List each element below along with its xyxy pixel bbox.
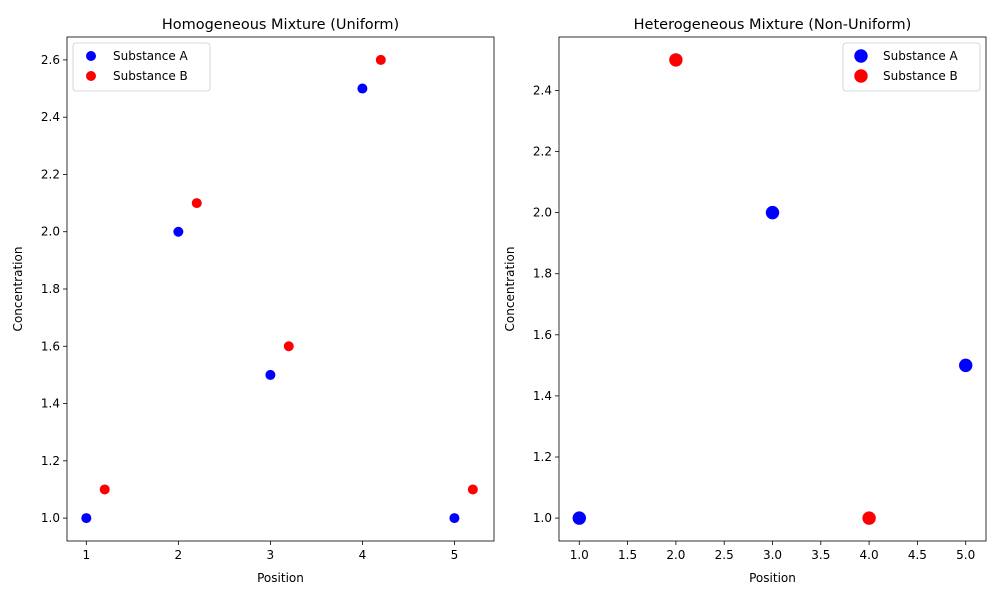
x-tick-label: 1 [83, 548, 91, 562]
legend-marker [854, 49, 868, 63]
x-tick-label: 3 [267, 548, 275, 562]
y-tick-label: 1.2 [533, 450, 552, 464]
y-tick-label: 2.0 [41, 225, 60, 239]
plot-area-frame [558, 36, 987, 542]
x-axis-label: Position [257, 571, 304, 585]
y-tick-label: 2.4 [41, 110, 60, 124]
x-tick-label: 1.0 [570, 548, 589, 562]
data-point-substance-b [862, 511, 876, 525]
x-tick-label: 4 [359, 548, 367, 562]
x-tick-label: 4.0 [860, 548, 879, 562]
y-axis-label: Concentration [503, 247, 517, 332]
plot-area-frame [66, 36, 495, 542]
x-tick-label: 5 [451, 548, 459, 562]
data-point-substance-b [191, 198, 202, 209]
x-tick-label: 3.5 [811, 548, 830, 562]
data-point-substance-a [572, 511, 586, 525]
legend-marker [854, 69, 868, 83]
y-tick-label: 2.2 [533, 145, 552, 159]
y-tick-label: 1.6 [533, 328, 552, 342]
y-tick-label: 1.0 [533, 511, 552, 525]
legend-label: Substance B [113, 69, 188, 83]
data-point-substance-b [467, 484, 478, 495]
y-tick-label: 2.0 [533, 206, 552, 220]
y-tick-label: 1.0 [41, 511, 60, 525]
y-tick-label: 1.4 [533, 389, 552, 403]
y-tick-label: 1.8 [41, 282, 60, 296]
x-tick-label: 5.0 [956, 548, 975, 562]
data-point-substance-b [283, 341, 294, 352]
legend-label: Substance B [883, 69, 958, 83]
y-tick-label: 2.6 [41, 53, 60, 67]
y-tick-label: 1.8 [533, 267, 552, 281]
data-point-substance-b [669, 53, 683, 67]
data-point-substance-a [265, 369, 276, 380]
x-tick-label: 2.5 [715, 548, 734, 562]
legend-marker [86, 71, 96, 81]
chart-title: Homogeneous Mixture (Uniform) [162, 17, 399, 33]
y-tick-label: 2.4 [533, 83, 552, 97]
data-point-substance-b [375, 54, 386, 65]
chart-title: Heterogeneous Mixture (Non-Uniform) [634, 17, 912, 33]
legend-box [72, 42, 211, 92]
y-tick-label: 1.2 [41, 454, 60, 468]
x-tick-label: 4.5 [908, 548, 927, 562]
data-point-substance-a [959, 358, 973, 373]
y-tick-label: 2.2 [41, 167, 60, 181]
data-point-substance-a [357, 83, 368, 94]
data-point-substance-a [449, 513, 460, 524]
x-axis-label: Position [749, 571, 796, 585]
legend-label: Substance A [883, 49, 959, 63]
x-tick-label: 2.0 [666, 548, 685, 562]
legend-box [842, 42, 981, 92]
data-point-substance-a [81, 513, 92, 524]
y-tick-label: 1.6 [41, 339, 60, 353]
legend-marker [86, 51, 96, 61]
y-tick-label: 1.4 [41, 397, 60, 411]
data-point-substance-a [173, 226, 184, 237]
y-axis-label: Concentration [11, 247, 25, 332]
chart-panel-2: Heterogeneous Mixture (Non-Uniform) 1.0 1.… [503, 17, 987, 585]
data-point-substance-a [765, 205, 780, 220]
x-tick-label: 3.0 [763, 548, 782, 562]
legend: Substance A Substance B [842, 42, 981, 92]
legend: Substance A Substance B [72, 42, 211, 92]
legend-label: Substance A [113, 49, 189, 63]
data-point-substance-b [99, 484, 110, 495]
x-tick-label: 2 [175, 548, 183, 562]
chart-panel-1: Homogeneous Mixture (Uniform) 1 2 3 4 5 1.0 1.2… [11, 17, 495, 585]
x-tick-label: 1.5 [618, 548, 637, 562]
